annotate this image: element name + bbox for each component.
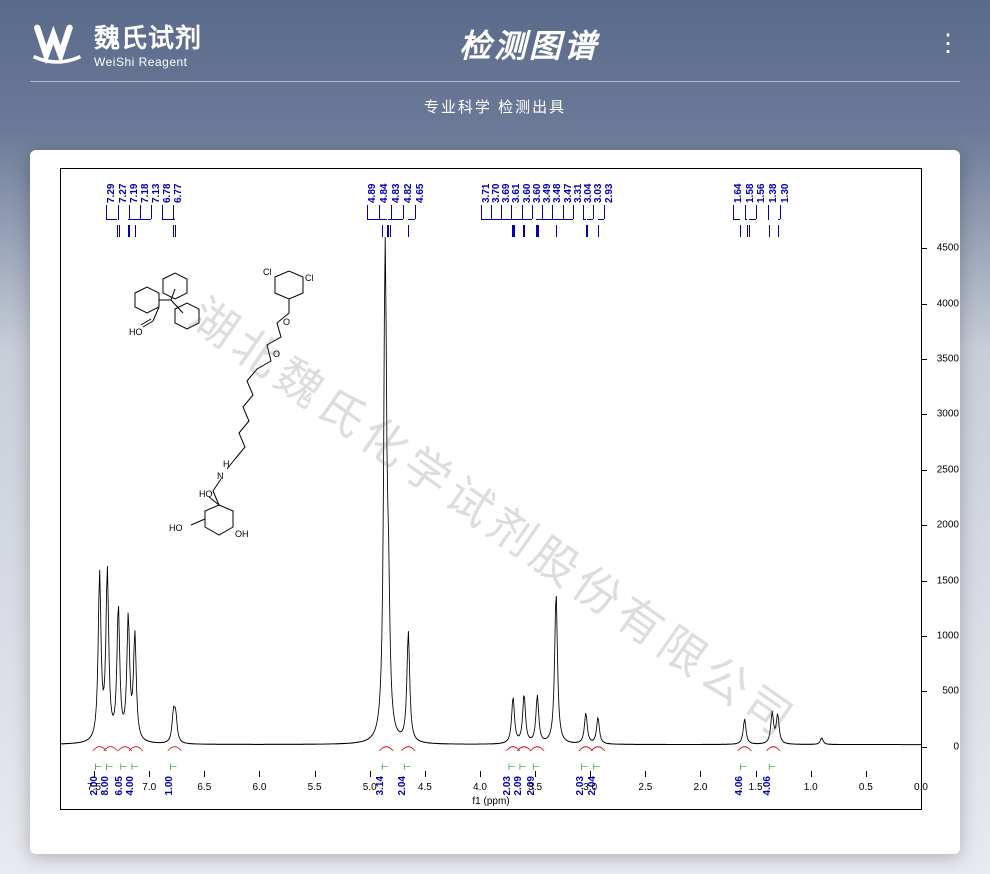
peak-label: 1.30 (780, 184, 791, 203)
svg-text:Cl: Cl (263, 267, 272, 277)
peak-label: 4.89 (367, 184, 378, 203)
peak-label: 7.29 (106, 184, 117, 203)
x-tick-label: 0.0 (914, 782, 928, 793)
plot-area: 7.297.277.197.187.136.786.77 4.894.844.83… (60, 168, 922, 810)
menu-icon[interactable]: ⋮ (936, 39, 960, 49)
peak-label: 3.03 (593, 184, 604, 203)
y-tick-label: 0 (953, 741, 959, 752)
svg-text:HO: HO (169, 523, 183, 533)
peak-label: 1.64 (733, 184, 744, 203)
y-tick-label: 4000 (937, 298, 959, 309)
svg-text:HO: HO (199, 489, 213, 499)
svg-text:HO: HO (129, 327, 143, 337)
x-tick-label: 6.0 (253, 782, 267, 793)
peak-label: 1.58 (745, 184, 756, 203)
y-tick-label: 4500 (937, 243, 959, 254)
peak-label: 3.48 (552, 184, 563, 203)
x-tick-label: 0.5 (859, 782, 873, 793)
y-tick-label: 1000 (937, 631, 959, 642)
y-tick-label: 3000 (937, 409, 959, 420)
subtitle: 专业科学 检测出具 (30, 82, 960, 123)
x-axis-label: f1 (ppm) (472, 796, 509, 807)
x-tick-label: 4.0 (473, 782, 487, 793)
svg-text:O: O (273, 349, 280, 359)
x-tick-label: 2.0 (694, 782, 708, 793)
x-tick-label: 4.5 (418, 782, 432, 793)
peak-label: 4.82 (403, 184, 414, 203)
y-tick-label: 2000 (937, 520, 959, 531)
peak-labels: 7.297.277.197.187.136.786.77 4.894.844.83… (61, 169, 921, 237)
peak-label: 6.77 (173, 184, 184, 203)
peak-label: 6.78 (162, 184, 173, 203)
x-tick-label: 7.0 (142, 782, 156, 793)
x-tick-label: 6.5 (197, 782, 211, 793)
svg-text:OH: OH (235, 529, 249, 539)
peak-label: 7.19 (129, 184, 140, 203)
peak-label: 1.38 (768, 184, 779, 203)
peak-label: 1.56 (756, 184, 767, 203)
peak-label: 4.84 (379, 184, 390, 203)
peak-label: 3.61 (511, 184, 522, 203)
logo-icon (30, 22, 84, 66)
peak-label: 4.65 (415, 184, 426, 203)
x-axis: f1 (ppm) 0.00.51.01.52.02.53.03.54.04.55… (61, 769, 921, 809)
peak-label: 7.18 (140, 184, 151, 203)
y-tick-label: 500 (942, 686, 959, 697)
y-tick-label: 3500 (937, 353, 959, 364)
peak-label: 7.13 (151, 184, 162, 203)
x-tick-label: 7.5 (87, 782, 101, 793)
y-tick-label: 2500 (937, 464, 959, 475)
x-tick-label: 1.5 (749, 782, 763, 793)
peak-label: 7.27 (118, 184, 129, 203)
spectrum-card: 7.297.277.197.187.136.786.77 4.894.844.83… (30, 150, 960, 854)
peak-label: 4.83 (391, 184, 402, 203)
y-tick-label: 1500 (937, 575, 959, 586)
x-tick-label: 1.0 (804, 782, 818, 793)
x-tick-label: 5.5 (308, 782, 322, 793)
x-tick-label: 3.5 (528, 782, 542, 793)
x-tick-label: 3.0 (583, 782, 597, 793)
peak-label: 2.93 (604, 184, 615, 203)
svg-text:Cl: Cl (305, 273, 314, 283)
x-tick-label: 5.0 (363, 782, 377, 793)
svg-text:O: O (283, 317, 290, 327)
x-tick-label: 2.5 (638, 782, 652, 793)
page-title: 检测图谱 (122, 21, 936, 67)
molecule-structure: HO Cl Cl O O H N (105, 265, 345, 555)
